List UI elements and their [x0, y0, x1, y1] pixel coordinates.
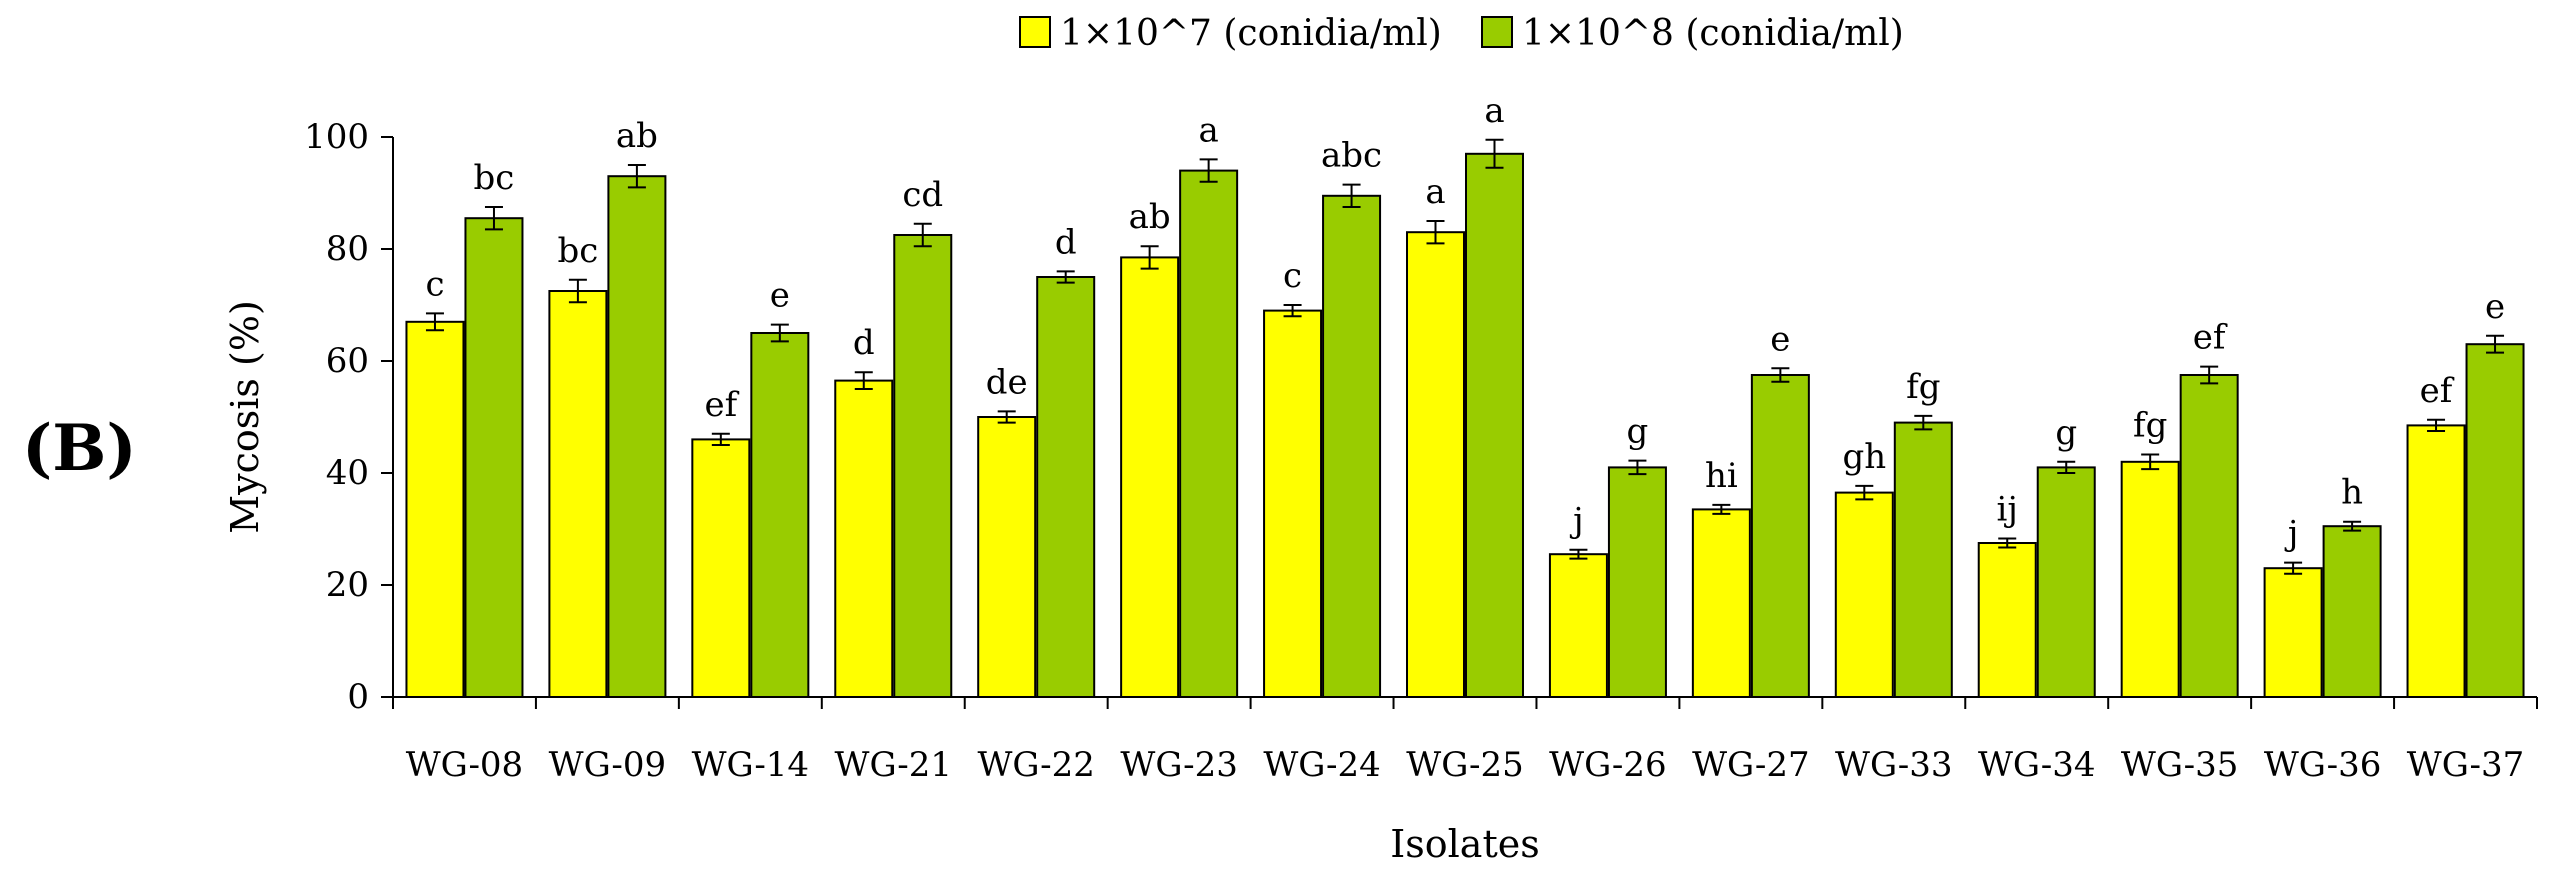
legend-swatch-series-2: [1481, 16, 1513, 48]
error-bars: [425, 138, 2505, 575]
y-tick-label: 60: [326, 341, 369, 381]
significance-label: gh: [1842, 437, 1886, 477]
significance-label: c: [425, 264, 444, 304]
bar: [1322, 194, 1382, 699]
bar: [1465, 152, 1524, 699]
bar: [405, 320, 465, 698]
significance-label: fg: [2133, 406, 2167, 446]
bar: [1179, 169, 1239, 699]
bar: [1834, 491, 1894, 698]
bar: [607, 175, 667, 698]
y-tick-label: 40: [326, 453, 369, 493]
significance-label: e: [770, 276, 790, 316]
significance-label: j: [2284, 514, 2299, 554]
x-tick-label: WG-35: [2121, 745, 2239, 785]
x-tick-label: WG-33: [1835, 745, 1953, 785]
bar: [2263, 567, 2323, 699]
bar: [1977, 542, 2037, 698]
significance-label: de: [986, 362, 1028, 402]
bar: [2179, 374, 2239, 698]
bar: [1263, 309, 1323, 698]
significance-label: ij: [1997, 490, 2018, 530]
significance-label: hi: [1705, 456, 1738, 496]
significance-label: bc: [474, 158, 515, 198]
significance-label: fg: [1906, 367, 1940, 407]
y-tick-label: 100: [304, 117, 369, 157]
bar: [1691, 508, 1751, 698]
bar: [1406, 231, 1465, 698]
significance-label: a: [1484, 91, 1504, 131]
y-axis-ticks: 0 20 40 60 80 100: [304, 117, 393, 717]
x-tick-label: WG-09: [549, 745, 667, 785]
significance-label: ef: [704, 385, 739, 425]
bar: [2120, 460, 2180, 698]
bar: [977, 416, 1037, 698]
bar: [2322, 525, 2382, 699]
y-tick-label: 20: [326, 565, 369, 605]
bars: [405, 152, 2525, 699]
panel-label: (B): [22, 411, 137, 486]
x-tick-label: WG-21: [835, 745, 953, 785]
significance-label: g: [2055, 413, 2077, 453]
bar: [750, 332, 810, 698]
y-tick-label: 80: [326, 229, 369, 269]
significance-label: e: [1770, 319, 1790, 359]
x-tick-label: WG-27: [1692, 745, 1810, 785]
bar: [834, 379, 894, 698]
significance-label: j: [1569, 501, 1584, 541]
significance-label: cd: [902, 175, 943, 215]
significance-label: ab: [1129, 197, 1171, 237]
bar: [1750, 374, 1810, 698]
x-tick-label: WG-22: [977, 745, 1095, 785]
significance-label: a: [1198, 110, 1218, 150]
y-tick-label: 0: [347, 677, 369, 717]
significance-label: ef: [2193, 318, 2228, 358]
bar: [691, 438, 751, 698]
bar: [464, 217, 524, 698]
significance-label: d: [1055, 222, 1077, 262]
x-tick-label: WG-25: [1406, 745, 1524, 785]
panel-label-open: (: [22, 411, 52, 486]
x-axis-title: Isolates: [1390, 822, 1539, 866]
bar: [1036, 276, 1096, 698]
y-axis-title: Mycosis (%): [223, 300, 267, 534]
x-tick-label: WG-14: [692, 745, 810, 785]
bar: [2465, 343, 2525, 698]
legend: 1×10^7 (conidia/ml) 1×10^8 (conidia/ml): [1019, 13, 1904, 54]
bar: [1120, 256, 1180, 698]
x-tick-label: WG-23: [1120, 745, 1238, 785]
significance-label: d: [853, 323, 875, 363]
significance-label: ef: [2420, 371, 2455, 411]
significance-label: e: [2485, 287, 2505, 327]
x-tick-label: WG-34: [1978, 745, 2096, 785]
bar: [1548, 553, 1608, 699]
panel-label-close: ): [106, 411, 136, 486]
significance-label: bc: [557, 231, 598, 271]
x-tick-label: WG-37: [2407, 745, 2525, 785]
legend-swatch-series-1: [1019, 16, 1051, 48]
significance-label: h: [2341, 473, 2363, 513]
x-tick-label: WG-08: [406, 745, 524, 785]
significance-label: ab: [616, 116, 658, 156]
significance-label: c: [1283, 256, 1302, 296]
significance-label: a: [1425, 172, 1445, 212]
significance-label: g: [1627, 412, 1649, 452]
bar: [2406, 424, 2466, 698]
bar: [893, 234, 953, 698]
panel-label-letter: B: [52, 411, 106, 486]
bar: [1893, 421, 1953, 698]
bar: [2036, 466, 2096, 698]
bar: [548, 290, 608, 698]
x-tick-label: WG-24: [1263, 745, 1381, 785]
legend-label-series-1: 1×10^7 (conidia/ml): [1060, 13, 1442, 54]
bar: [1607, 466, 1667, 698]
x-axis-ticks: WG-08 WG-09 WG-14 WG-21 WG-22 WG-23 WG-24 WG-25…: [392, 697, 2538, 785]
legend-label-series-2: 1×10^8 (conidia/ml): [1522, 13, 1904, 54]
significance-label: abc: [1321, 136, 1382, 176]
x-tick-label: WG-26: [1549, 745, 1667, 785]
x-tick-label: WG-36: [2264, 745, 2382, 785]
